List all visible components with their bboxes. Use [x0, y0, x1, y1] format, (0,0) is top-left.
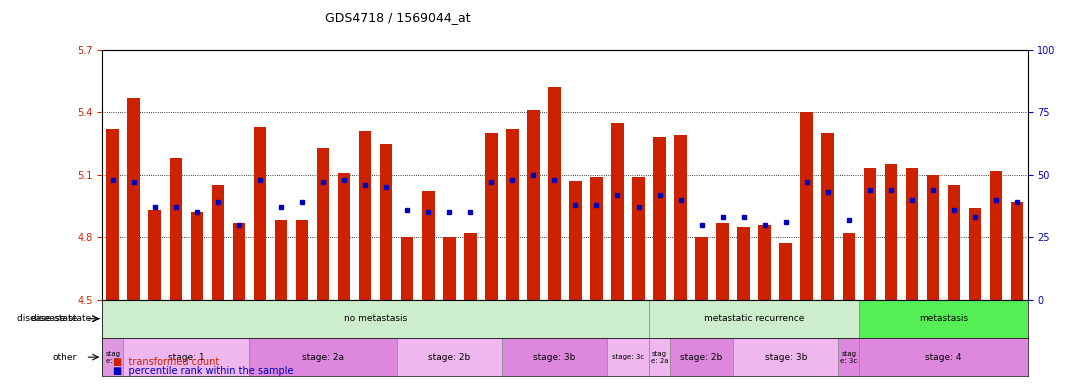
Bar — [274, 220, 287, 300]
Bar — [107, 129, 119, 300]
Bar — [548, 88, 561, 300]
Bar — [506, 129, 519, 300]
Bar — [864, 169, 876, 300]
Text: ■  transformed count: ■ transformed count — [113, 357, 220, 367]
Text: stage: 3c: stage: 3c — [612, 354, 645, 360]
Text: stag
e: 3c: stag e: 3c — [840, 351, 858, 364]
Bar — [670, 338, 733, 376]
Text: stage: 2b: stage: 2b — [428, 353, 470, 362]
Text: stage: 2b: stage: 2b — [680, 353, 723, 362]
Text: GDS4718 / 1569044_at: GDS4718 / 1569044_at — [325, 12, 471, 25]
Bar — [948, 185, 960, 300]
Bar — [102, 338, 124, 376]
Text: metastasis: metastasis — [919, 314, 968, 323]
Bar — [695, 237, 708, 300]
Bar — [649, 300, 860, 338]
Bar — [926, 175, 939, 300]
Text: ■  percentile rank within the sample: ■ percentile rank within the sample — [113, 366, 294, 376]
Bar — [649, 338, 670, 376]
Bar — [124, 338, 250, 376]
Bar — [212, 185, 224, 300]
Text: stag
e: 0: stag e: 0 — [105, 351, 121, 364]
Bar — [801, 112, 813, 300]
Text: stag
e: 2a: stag e: 2a — [651, 351, 668, 364]
Bar — [1010, 202, 1023, 300]
Bar — [296, 220, 309, 300]
Text: other: other — [53, 353, 77, 362]
Bar — [717, 223, 728, 300]
Bar — [633, 177, 645, 300]
Text: stage: 3b: stage: 3b — [765, 353, 807, 362]
Bar — [401, 237, 413, 300]
Bar — [590, 177, 603, 300]
Bar — [906, 169, 918, 300]
Bar — [148, 210, 161, 300]
Text: disease state: disease state — [17, 314, 77, 323]
Text: stage: 1: stage: 1 — [168, 353, 204, 362]
Text: stage: 4: stage: 4 — [925, 353, 962, 362]
Bar — [464, 233, 477, 300]
Bar — [860, 338, 1028, 376]
Bar — [779, 243, 792, 300]
Text: disease state: disease state — [31, 314, 91, 323]
Bar — [380, 144, 393, 300]
Bar — [232, 223, 245, 300]
Text: stage: 3b: stage: 3b — [534, 353, 576, 362]
Bar — [397, 338, 501, 376]
Text: metastatic recurrence: metastatic recurrence — [704, 314, 805, 323]
Bar — [485, 133, 497, 300]
Bar — [737, 227, 750, 300]
Bar — [338, 173, 351, 300]
Bar — [250, 338, 397, 376]
Bar — [990, 170, 1003, 300]
Text: stage: 2a: stage: 2a — [302, 353, 344, 362]
Bar — [675, 135, 686, 300]
Bar — [358, 131, 371, 300]
Bar — [422, 191, 435, 300]
Bar — [607, 338, 649, 376]
Bar — [443, 237, 455, 300]
Bar — [968, 208, 981, 300]
Bar — [759, 225, 771, 300]
Bar — [316, 148, 329, 300]
Bar — [254, 127, 266, 300]
Bar — [501, 338, 607, 376]
Bar — [884, 164, 897, 300]
Bar — [127, 98, 140, 300]
Bar — [611, 123, 624, 300]
Bar — [860, 300, 1028, 338]
Bar — [569, 181, 582, 300]
Bar — [527, 110, 540, 300]
Text: no metastasis: no metastasis — [344, 314, 407, 323]
Bar — [843, 233, 855, 300]
Bar — [190, 212, 203, 300]
Bar — [102, 300, 649, 338]
Bar — [170, 158, 182, 300]
Bar — [838, 338, 860, 376]
Bar — [821, 133, 834, 300]
Bar — [733, 338, 838, 376]
Bar — [653, 137, 666, 300]
